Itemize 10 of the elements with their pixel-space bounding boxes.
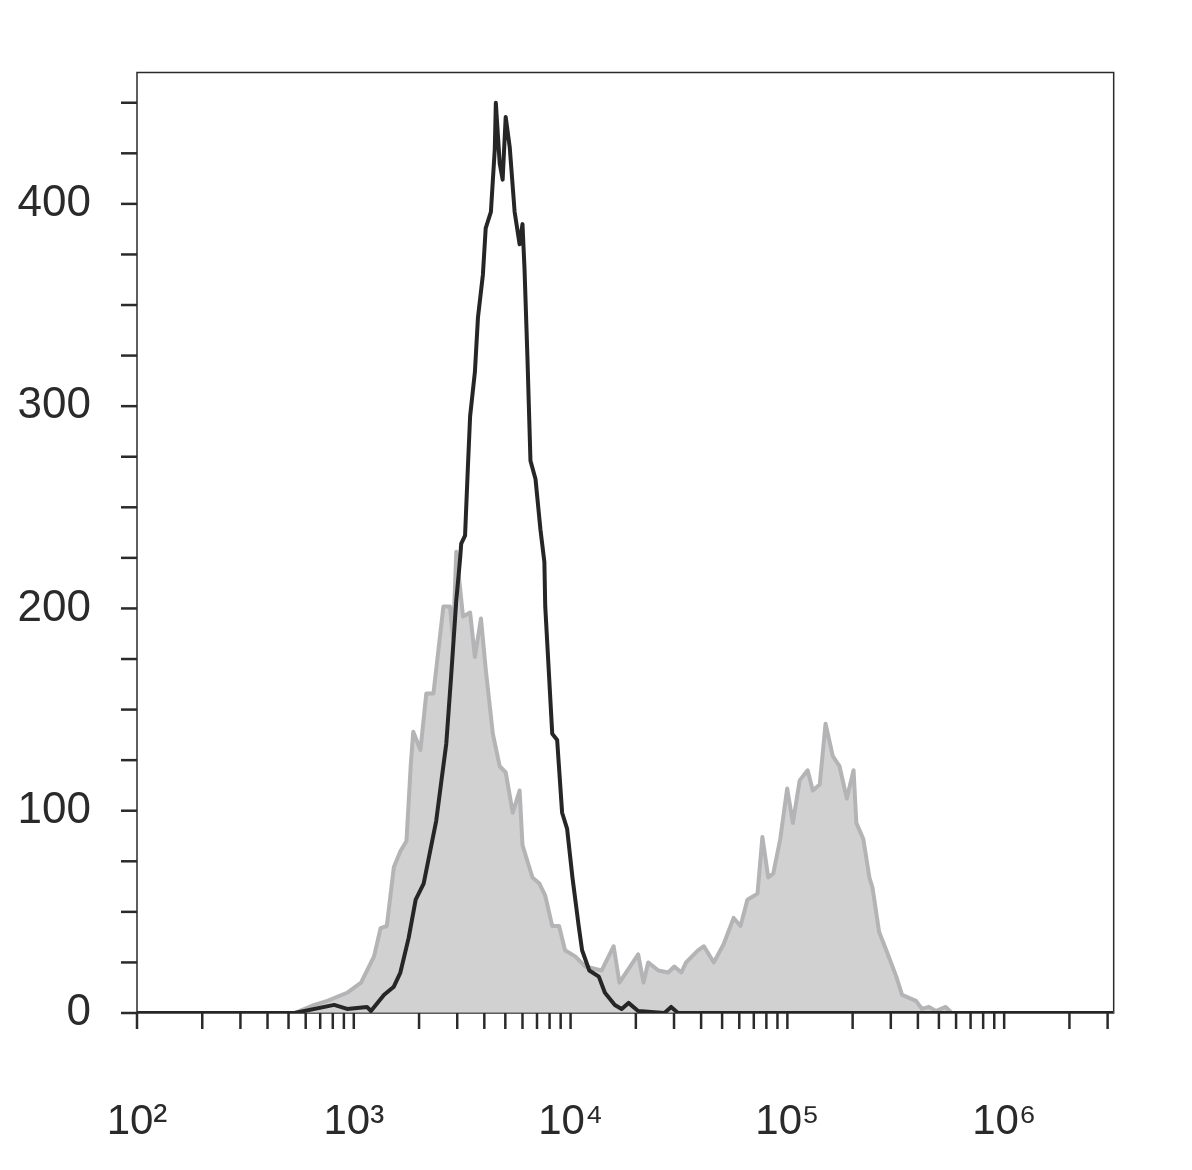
x-tick-label: 10³ xyxy=(323,1095,385,1143)
y-tick-label: 300 xyxy=(17,378,91,428)
x-tick-label: 10⁶ xyxy=(972,1095,1037,1143)
y-tick-label: 400 xyxy=(17,176,91,226)
x-tick-label: 10² xyxy=(106,1095,168,1143)
x-tick-label: 10⁴ xyxy=(538,1095,603,1143)
x-tick-label: 10⁵ xyxy=(755,1095,820,1143)
y-tick-label: 0 xyxy=(66,985,91,1035)
y-tick-label: 100 xyxy=(17,782,91,832)
y-tick-label: 200 xyxy=(17,580,91,630)
